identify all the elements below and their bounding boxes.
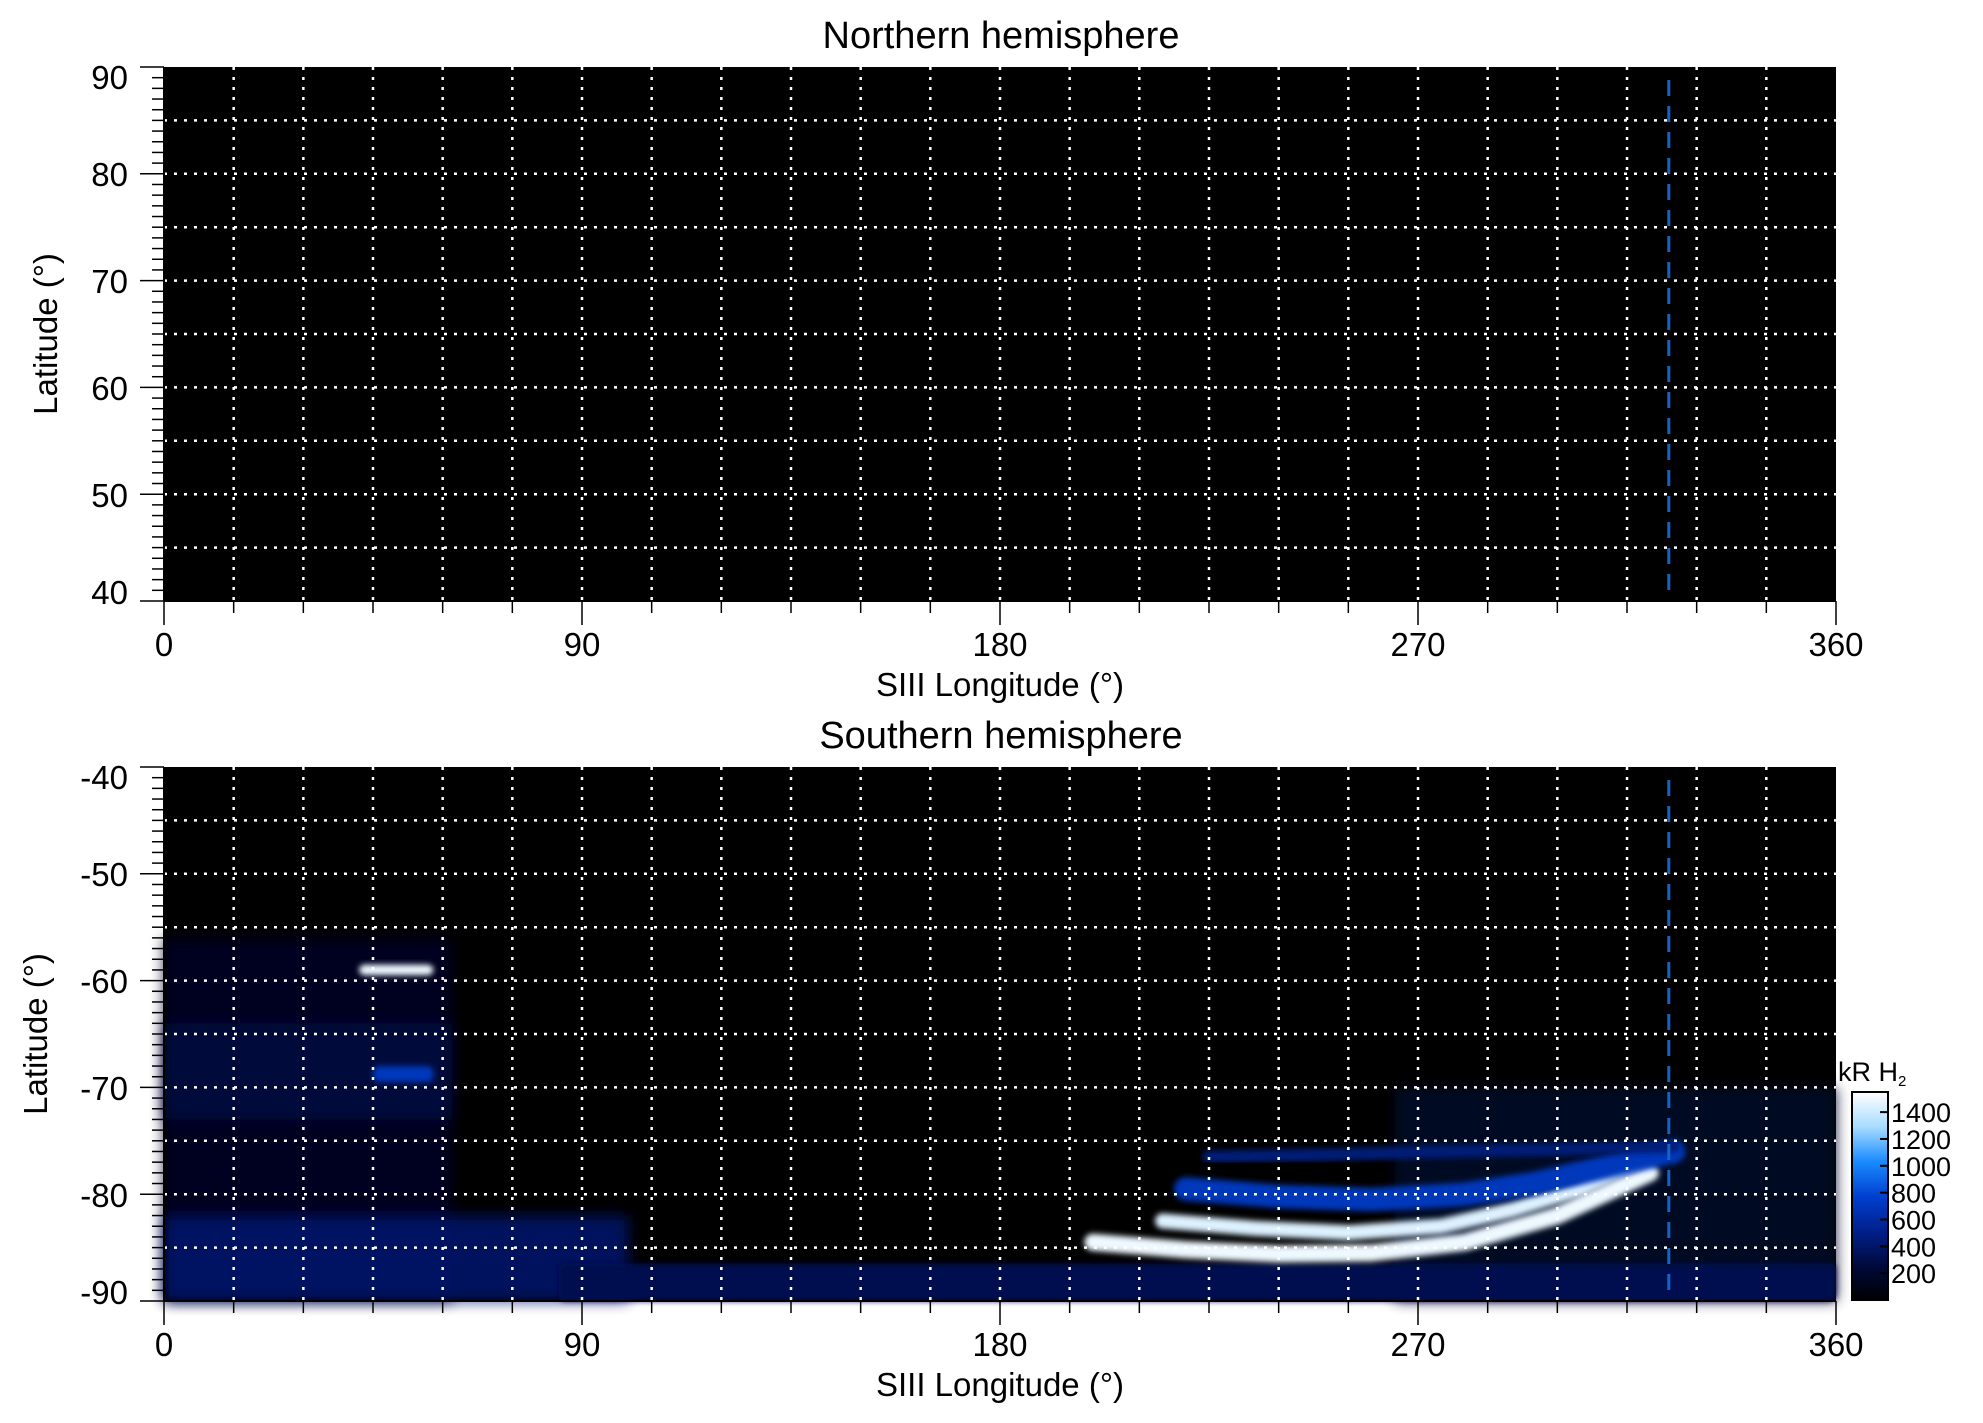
south-xtick-label: 180 (972, 1326, 1027, 1363)
north-ylabel: Latitude (°) (27, 253, 64, 415)
north-title: Northern hemisphere (823, 15, 1180, 57)
south-xtick-label: 360 (1808, 1326, 1863, 1363)
north-panel: Northern hemisphere 40 50 60 70 80 90 0 … (27, 15, 1864, 703)
north-xtick-label: 270 (1390, 626, 1445, 663)
colorbar-bar (1851, 1091, 1889, 1301)
colorbar-title-sub: 2 (1898, 1073, 1906, 1090)
south-axes (140, 766, 1837, 1325)
north-xlabel: SIII Longitude (°) (876, 666, 1124, 703)
north-axes (140, 66, 1837, 625)
north-ytick-label: 80 (91, 156, 128, 193)
south-ytick-label: -70 (80, 1070, 128, 1107)
south-xtick-label: 270 (1390, 1326, 1445, 1363)
north-xtick-label: 90 (564, 626, 601, 663)
south-emission-arc (1084, 1164, 1659, 1263)
south-ylabel: Latitude (°) (17, 953, 54, 1115)
south-ytick-label: -80 (80, 1177, 128, 1214)
south-panel: Southern hemisphere -90 -80 -70 -60 -50 … (17, 715, 1864, 1403)
south-ytick-label: -50 (80, 856, 128, 893)
south-emission-region (164, 1215, 629, 1301)
south-ytick-label: -90 (80, 1274, 128, 1311)
colorbar-title: kR H2 (1838, 1057, 1906, 1090)
south-emission-band (359, 964, 434, 976)
colorbar-tick-label: 400 (1891, 1232, 1936, 1262)
south-xtick-label: 90 (564, 1326, 601, 1363)
south-ytick-label: -60 (80, 963, 128, 1000)
south-emission-band (558, 1263, 1836, 1301)
colorbar-tick-label: 1400 (1891, 1098, 1951, 1128)
south-emission-arc (1155, 1149, 1658, 1241)
north-plot-area (164, 67, 1836, 601)
colorbar-tick-label: 600 (1891, 1205, 1936, 1235)
south-emission-band (373, 1066, 434, 1083)
north-ytick-label: 40 (91, 574, 128, 611)
south-emission-arc (1202, 1139, 1680, 1164)
colorbar-tick-label: 800 (1891, 1179, 1936, 1209)
south-xlabel: SIII Longitude (°) (876, 1366, 1124, 1403)
north-xtick-label: 360 (1808, 626, 1863, 663)
south-title: Southern hemisphere (819, 715, 1182, 757)
north-ytick-label: 70 (91, 263, 128, 300)
south-xtick-label: 0 (155, 1326, 173, 1363)
south-ytick-label: -40 (80, 759, 128, 796)
north-ytick-label: 90 (91, 59, 128, 96)
colorbar-tick-label: 1200 (1891, 1125, 1951, 1155)
south-features (164, 937, 1836, 1301)
north-ytick-label: 50 (91, 477, 128, 514)
colorbar-title-main: kR H (1838, 1057, 1898, 1087)
colorbar-tick-label: 1000 (1891, 1152, 1951, 1182)
north-xtick-label: 180 (972, 626, 1027, 663)
colorbar-tick-label: 200 (1891, 1259, 1936, 1289)
north-ytick-label: 60 (91, 370, 128, 407)
north-xtick-label: 0 (155, 626, 173, 663)
